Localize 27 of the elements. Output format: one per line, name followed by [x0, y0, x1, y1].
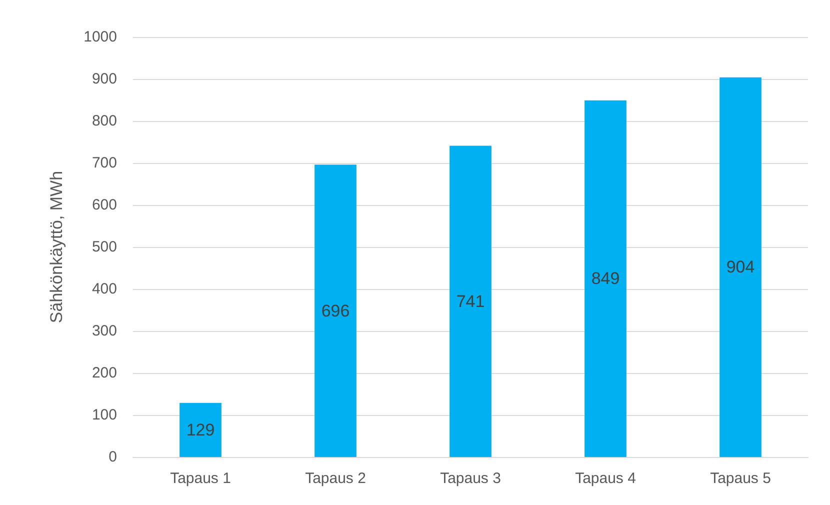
y-tick-label: 900: [92, 70, 117, 88]
x-tick-label: Tapaus 1: [170, 470, 231, 487]
data-label: 904: [726, 258, 755, 277]
data-label: 696: [321, 301, 350, 320]
y-tick-label: 700: [92, 154, 117, 172]
y-tick-label: 800: [92, 112, 117, 130]
bar: [180, 402, 222, 457]
data-label: 849: [591, 269, 620, 288]
y-tick-label: 500: [92, 238, 117, 256]
y-tick-label: 300: [92, 322, 117, 340]
data-label: 129: [186, 420, 215, 440]
bar: [314, 164, 356, 457]
y-tick-label: 600: [92, 196, 117, 214]
y-tick-label: 400: [92, 280, 117, 298]
x-tick-label: Tapaus 4: [575, 470, 636, 487]
x-tick-label: Tapaus 2: [305, 470, 366, 487]
y-tick-label: 0: [108, 448, 117, 466]
y-tick-label: 100: [92, 406, 117, 424]
data-label: 741: [456, 292, 485, 311]
x-tick-label: Tapaus 5: [710, 470, 771, 487]
bar: [584, 100, 626, 457]
bar: [450, 146, 492, 457]
y-tick-label: 1000: [84, 28, 117, 46]
x-tick-label: Tapaus 3: [440, 470, 501, 487]
y-tick-label: 200: [92, 364, 117, 382]
y-axis-title: Sähkönkäyttö, MWh: [47, 170, 66, 324]
bar: [720, 77, 762, 457]
